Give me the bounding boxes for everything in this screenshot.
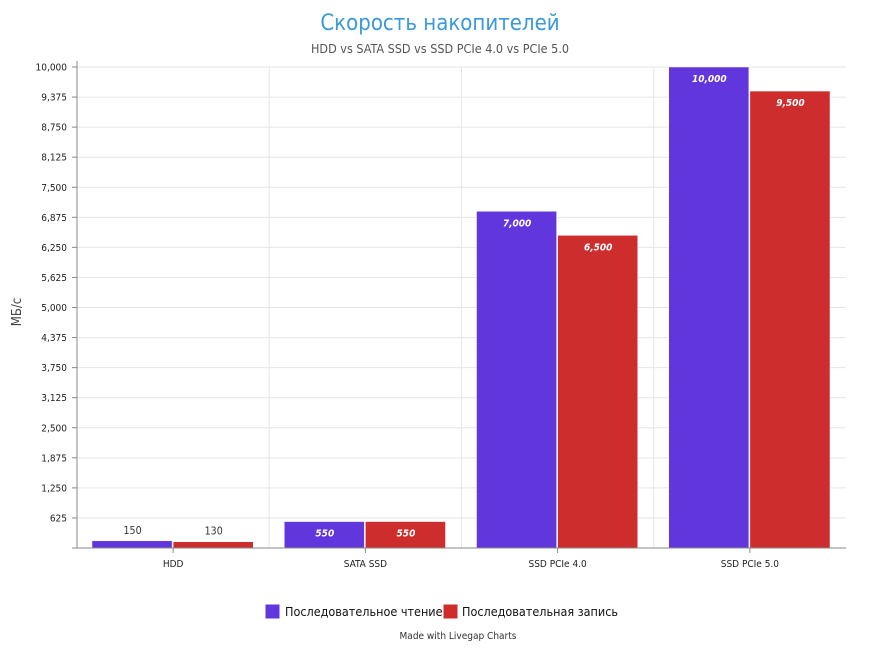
y-tick-label: 1,875 xyxy=(41,453,67,464)
data-label: 550 xyxy=(397,529,416,540)
x-tick-label: SSD PCIe 4.0 xyxy=(528,559,587,570)
y-tick-label: 9,375 xyxy=(41,93,67,104)
y-tick-label: 10,000 xyxy=(36,63,68,74)
y-tick-label: 1,250 xyxy=(41,483,67,494)
data-label: 7,000 xyxy=(503,218,531,229)
y-tick-label: 6,875 xyxy=(41,213,67,224)
y-tick-label: 8,125 xyxy=(41,153,67,164)
legend-label-write[interactable]: Последовательная запись xyxy=(462,604,618,619)
bar xyxy=(476,211,557,549)
legend[interactable]: Последовательное чтение Последовательная… xyxy=(264,603,618,620)
bar xyxy=(284,521,365,549)
data-label: 150 xyxy=(124,525,142,537)
y-tick-label: 3,125 xyxy=(41,393,67,404)
data-label: 550 xyxy=(315,529,334,540)
bar xyxy=(557,235,638,549)
x-tick-label: SATA SSD xyxy=(344,559,387,570)
y-tick-label: 4,375 xyxy=(41,333,67,344)
bar xyxy=(365,521,446,549)
bar xyxy=(668,66,750,549)
legend-label-read[interactable]: Последовательное чтение xyxy=(285,604,443,619)
bar xyxy=(749,90,831,549)
x-tick-label: HDD xyxy=(163,559,184,570)
y-tick-label: 625 xyxy=(50,513,67,524)
y-tick-label: 5,625 xyxy=(41,273,67,284)
data-label: 9,500 xyxy=(776,98,804,109)
bar xyxy=(91,540,173,549)
y-tick-label: 6,250 xyxy=(41,243,67,254)
chart-title: Скорость накопителей xyxy=(320,11,559,36)
bar xyxy=(172,541,254,549)
labels-layer: 625 1,250 1,875 2,500 3,125 3,750 4,375 5,000 5,… xyxy=(36,63,805,571)
x-tick-label: SSD PCIe 5.0 xyxy=(721,559,780,570)
data-label: 130 xyxy=(205,526,223,538)
chart-subtitle: HDD vs SATA SSD vs SSD PCIe 4.0 vs PCIe … xyxy=(311,41,569,56)
y-tick-label: 8,750 xyxy=(41,123,67,134)
legend-swatch-read[interactable] xyxy=(264,603,281,620)
axes-layer xyxy=(72,61,846,553)
data-label: 10,000 xyxy=(692,74,727,85)
credit: Made with Livegap Charts xyxy=(400,631,517,642)
data-label: 6,500 xyxy=(584,242,612,253)
y-axis-label: МБ/с xyxy=(10,298,25,327)
y-tick-label: 5,000 xyxy=(41,303,67,314)
y-tick-label: 3,750 xyxy=(41,363,67,374)
bars-layer xyxy=(91,66,831,549)
y-tick-label: 7,500 xyxy=(41,183,67,194)
legend-swatch-write[interactable] xyxy=(442,603,459,620)
y-tick-label: 2,500 xyxy=(41,423,67,434)
